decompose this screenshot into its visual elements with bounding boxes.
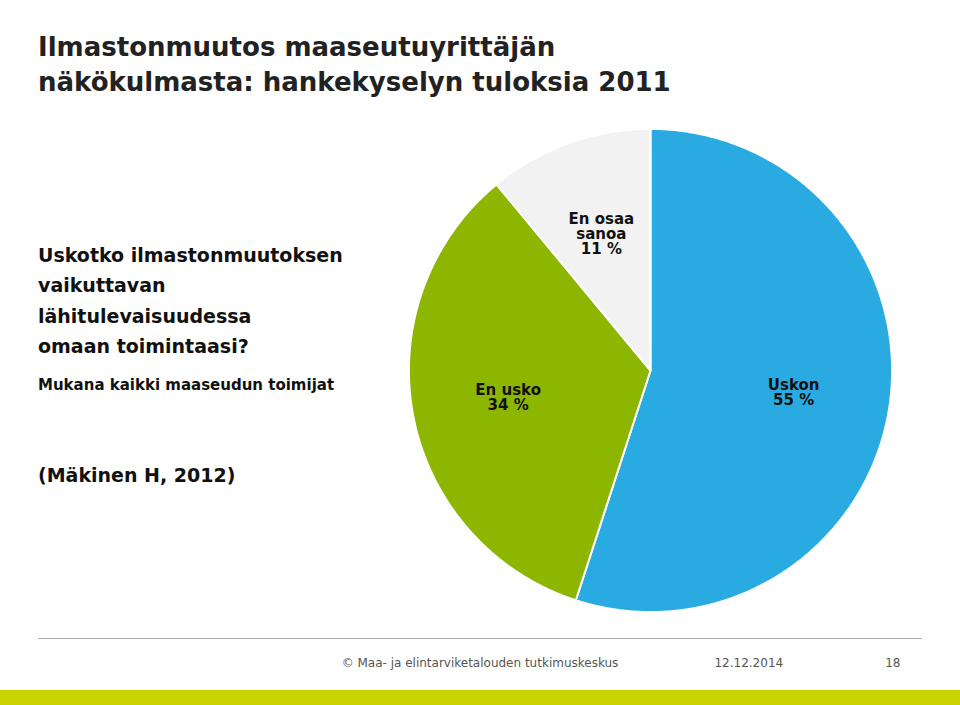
svg-text:En usko34 %: En usko34 % bbox=[475, 381, 541, 414]
html-text:Uskotko ilmastonmuutoksen vaik: Uskotko ilmastonmuutoksen vaikuttavan lä… bbox=[38, 244, 343, 358]
svg-text:Uskon55 %: Uskon55 % bbox=[768, 376, 820, 409]
html-text:© Maa- ja elintarviketalouden: © Maa- ja elintarviketalouden tutkimuske… bbox=[341, 656, 619, 670]
html-text:12.12.2014: 12.12.2014 bbox=[714, 656, 784, 670]
html-text:Mukana kaikki maaseudun toimij: Mukana kaikki maaseudun toimijat bbox=[38, 375, 335, 394]
html-text:(Mäkinen H, 2012): (Mäkinen H, 2012) bbox=[38, 463, 236, 486]
html-text:18: 18 bbox=[885, 656, 901, 670]
svg-text:En osaasanoa11 %: En osaasanoa11 % bbox=[569, 210, 635, 258]
html-text:Ilmastonmuutos maaseutuyrittäj: Ilmastonmuutos maaseutuyrittäjän näkökul… bbox=[38, 32, 671, 98]
